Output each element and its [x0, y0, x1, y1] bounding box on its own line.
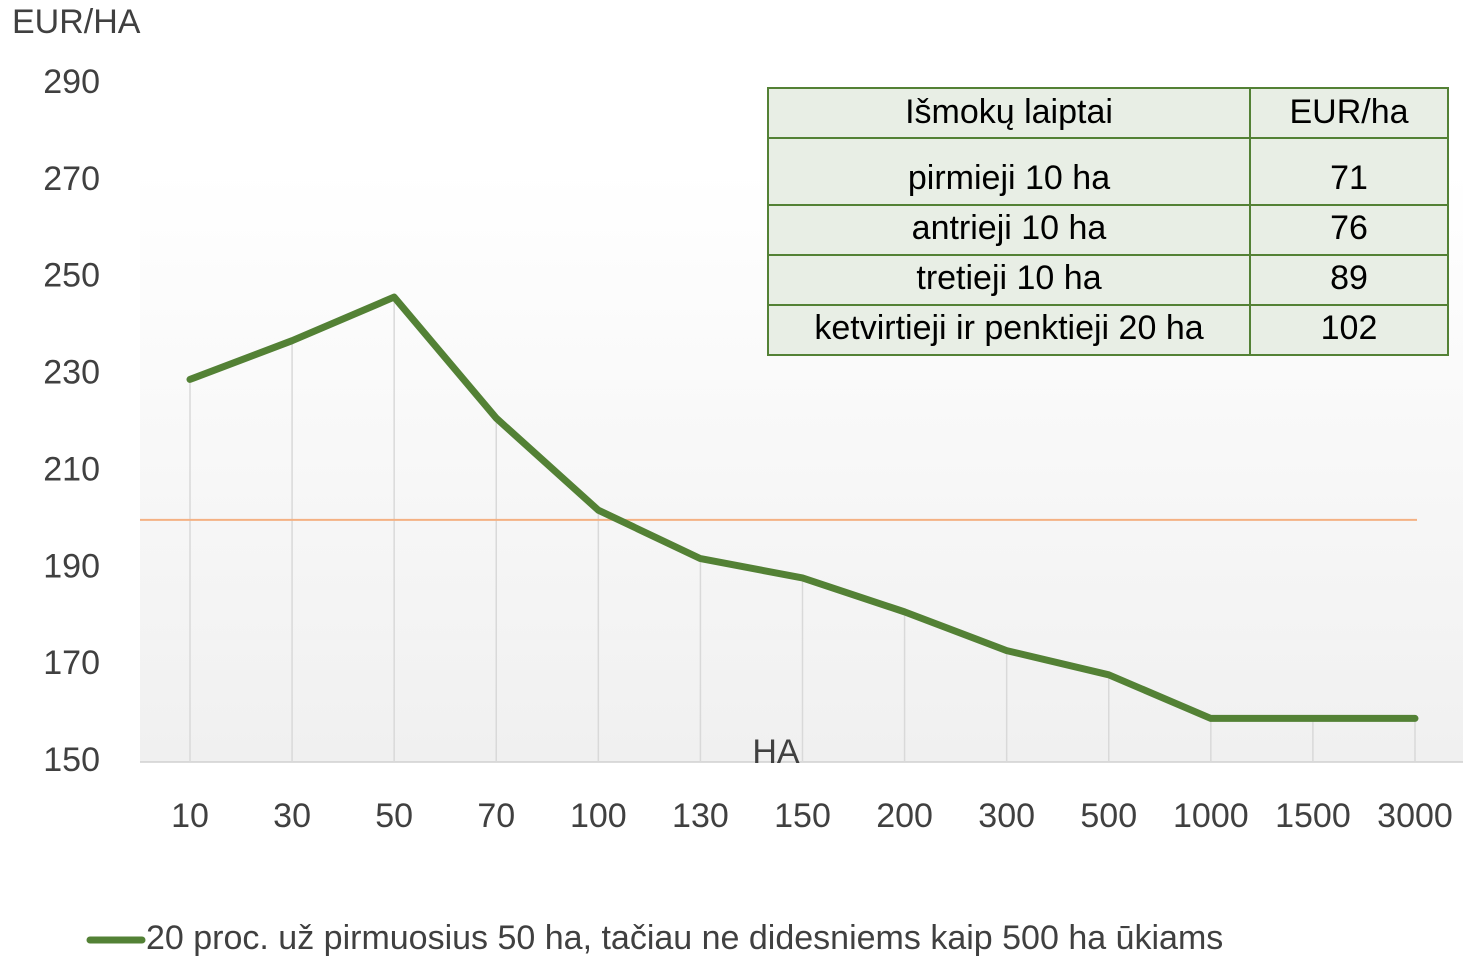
x-tick-label: 300: [978, 797, 1035, 835]
y-tick-label: 210: [43, 450, 100, 488]
x-tick-label: 50: [375, 797, 413, 835]
x-tick-label: 200: [876, 797, 933, 835]
y-tick-label: 230: [43, 354, 100, 392]
x-axis-label: HA: [752, 733, 800, 771]
table-cell: pirmieji 10 ha: [908, 159, 1110, 197]
x-tick-label: 70: [477, 797, 515, 835]
table-cell: 71: [1330, 159, 1368, 197]
legend-label: 20 proc. už pirmuosius 50 ha, tačiau ne …: [146, 919, 1223, 957]
table-background: [767, 87, 1449, 356]
x-tick-label: 500: [1080, 797, 1137, 835]
table-cell: tretieji 10 ha: [916, 259, 1101, 297]
y-tick-label: 250: [43, 257, 100, 295]
table-header: EUR/ha: [1289, 93, 1408, 131]
table-cell: antrieji 10 ha: [912, 209, 1107, 247]
table-cell: ketvirtieji ir penktieji 20 ha: [814, 309, 1203, 347]
series-line: [186, 293, 1419, 722]
x-tick-label: 10: [171, 797, 209, 835]
x-tick-label: 1500: [1275, 797, 1351, 835]
table-header: Išmokų laiptai: [905, 93, 1113, 131]
table-cell: 102: [1321, 309, 1378, 347]
y-tick-label: 290: [43, 63, 100, 101]
table-cell: 89: [1330, 259, 1368, 297]
x-tick-label: 1000: [1173, 797, 1249, 835]
x-tick-label: 30: [273, 797, 311, 835]
x-tick-label: 150: [774, 797, 831, 835]
y-tick-label: 170: [43, 644, 100, 682]
table-cell: 76: [1330, 209, 1368, 247]
y-tick-label: 150: [43, 741, 100, 779]
y-axis-label: EUR/HA: [12, 3, 141, 41]
x-tick-label: 100: [570, 797, 627, 835]
y-tick-label: 190: [43, 547, 100, 585]
y-tick-label: 270: [43, 160, 100, 198]
x-tick-label: 130: [672, 797, 729, 835]
x-tick-label: 3000: [1377, 797, 1453, 835]
